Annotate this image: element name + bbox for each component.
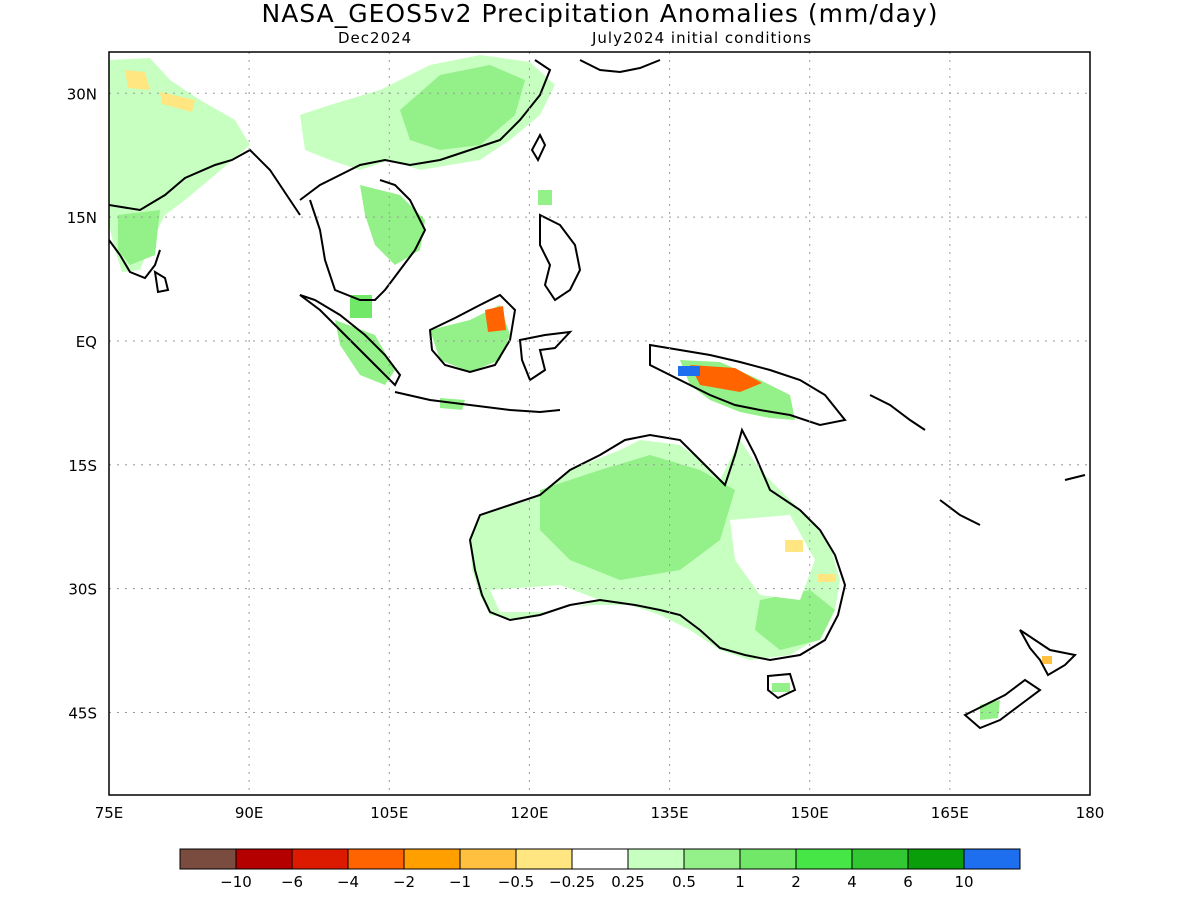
anomaly-region-new-zealand-dry (1042, 656, 1052, 664)
colorbar-swatch (403, 848, 461, 870)
lon-tick-label: 165E (931, 804, 969, 822)
anomaly-region-philippines (538, 190, 552, 205)
colorbar (179, 848, 1021, 870)
anomaly-region-dry-himalaya (125, 70, 150, 90)
coast-australia (468, 427, 847, 662)
anomaly-region-new-guinea-dry (690, 365, 762, 392)
colorbar-label: 2 (791, 873, 801, 891)
coast-sulawesi (518, 330, 573, 382)
coast-new-zealand-south (963, 678, 1042, 730)
colorbar-swatch (683, 848, 741, 870)
colorbar-label: 6 (903, 873, 913, 891)
map-frame (108, 51, 1091, 796)
lat-tick-label: 45S (68, 704, 97, 722)
colorbar-label: 0.25 (611, 873, 644, 891)
anomaly-region-malaya (350, 295, 372, 318)
coast-philippines (539, 213, 582, 302)
lon-tick-label: 150E (791, 804, 829, 822)
colorbar-swatch (851, 848, 909, 870)
colorbar-swatch (571, 848, 629, 870)
anomaly-region-australia-neutral (730, 515, 815, 600)
colorbar-swatch (627, 848, 685, 870)
colorbar-swatch (459, 848, 517, 870)
colorbar-label: −0.5 (498, 873, 534, 891)
colorbar-swatch (179, 848, 237, 870)
lon-tick-label: 120E (510, 804, 548, 822)
anomaly-fields (109, 55, 1052, 720)
gridlines (109, 52, 1090, 795)
coast-sumatra (299, 294, 402, 387)
colorbar-label: −10 (220, 873, 252, 891)
coastlines (109, 59, 1086, 730)
colorbar-swatch (235, 848, 293, 870)
lon-tick-label: 90E (235, 804, 264, 822)
anomaly-region-new-guinea-wet (678, 366, 700, 376)
lon-tick-label: 180 (1076, 804, 1105, 822)
colorbar-label: −6 (281, 873, 303, 891)
lon-tick-label: 105E (370, 804, 408, 822)
anomaly-region-australia-dry-2 (818, 574, 836, 582)
colorbar-swatch (739, 848, 797, 870)
colorbar-label: 1 (735, 873, 745, 891)
coast-java (394, 391, 561, 414)
coast-indochina (309, 179, 427, 301)
anomaly-region-borneo-dry (485, 306, 506, 332)
coast-taiwan (530, 132, 547, 163)
lat-tick-label: 15N (67, 209, 97, 227)
colorbar-swatch (515, 848, 573, 870)
colorbar-label: −1 (449, 873, 471, 891)
coast-japan-islands (579, 59, 661, 74)
coast-new-zealand-north (1019, 629, 1078, 677)
coast-vanuatu-fiji (939, 474, 1086, 526)
anomaly-region-australia-wet-southeast (755, 590, 835, 650)
longitude-tick-labels: 75E 90E 105E 120E 135E 150E 165E 180 (95, 804, 1105, 822)
colorbar-label: 4 (847, 873, 857, 891)
coast-india (109, 148, 301, 216)
lat-tick-label: 30N (67, 85, 97, 103)
coast-china (299, 59, 552, 201)
anomaly-region-australia-dry (785, 540, 803, 552)
coast-tasmania (767, 672, 797, 700)
coast-india-west (109, 239, 161, 280)
lat-tick-label: 15S (68, 457, 97, 475)
coast-sri-lanka (153, 270, 170, 294)
chart-title: NASA_GEOS5v2 Precipitation Anomalies (mm… (261, 0, 939, 28)
anomaly-region-tasmania (772, 683, 790, 692)
colorbar-swatch (291, 848, 349, 870)
colorbar-swatch (963, 848, 1021, 870)
valid-month-label: Dec2024 (338, 29, 413, 47)
colorbar-label: −4 (337, 873, 359, 891)
colorbar-label: −2 (393, 873, 415, 891)
colorbar-swatch (347, 848, 405, 870)
coast-borneo (428, 293, 517, 374)
anomaly-region-java (440, 398, 465, 410)
colorbar-labels: −10 −6 −4 −2 −1 −0.5 −0.25 0.25 0.5 1 2 4 6 10 (220, 873, 973, 891)
colorbar-label: −0.25 (549, 873, 595, 891)
anomaly-region-australia-wet-north (540, 455, 735, 580)
anomaly-region-indochina (360, 185, 425, 265)
anomaly-region-dry-himalaya-2 (160, 92, 195, 112)
colorbar-label: 10 (954, 873, 973, 891)
coast-solomon-islands (869, 394, 926, 431)
anomaly-region-china-wet (400, 65, 525, 150)
colorbar-swatch (907, 848, 965, 870)
coast-new-guinea (649, 343, 847, 427)
lon-tick-label: 135E (651, 804, 689, 822)
colorbar-label: 0.5 (672, 873, 696, 891)
initial-conditions-label: July2024 initial conditions (592, 29, 813, 47)
lat-tick-label: EQ (76, 333, 97, 351)
lon-tick-label: 75E (95, 804, 124, 822)
colorbar-swatch (795, 848, 853, 870)
anomaly-region-india-wet (118, 210, 160, 265)
lat-tick-label: 30S (68, 581, 97, 599)
latitude-tick-labels: 30N 15N EQ 15S 30S 45S (67, 85, 97, 722)
